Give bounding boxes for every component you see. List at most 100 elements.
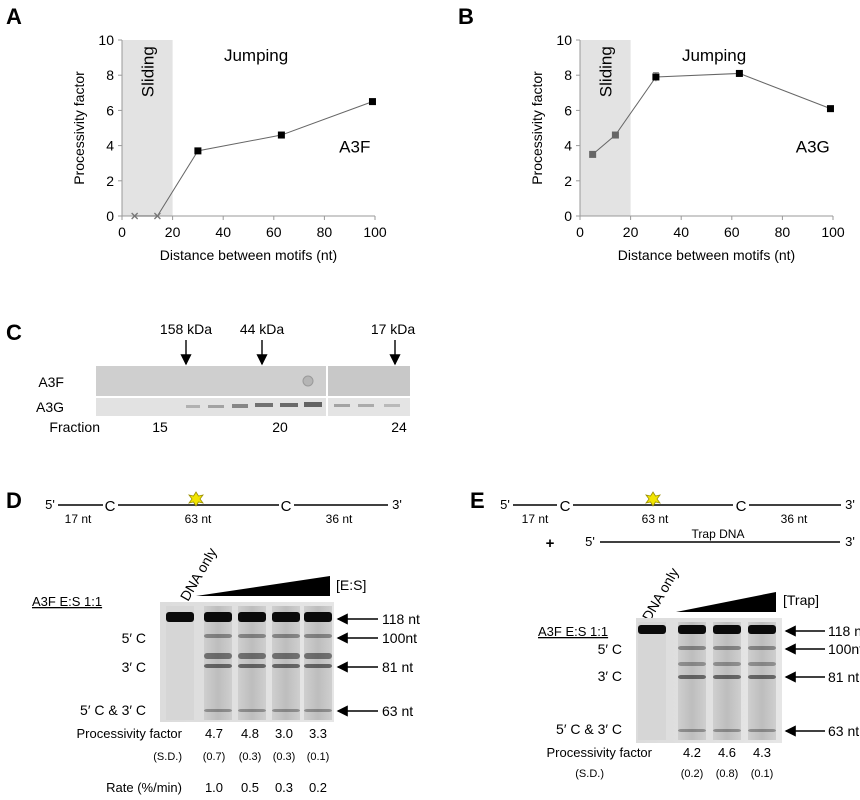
d-condition: A3F E:S 1:1	[32, 594, 102, 609]
e-seg-36: 36 nt	[781, 512, 808, 526]
marker-158kda: 158 kDa	[160, 321, 212, 337]
e-lane-1	[678, 622, 706, 740]
b-ytick-label: 2	[564, 173, 572, 189]
b-point-0	[589, 150, 597, 158]
b-xtick-label: 100	[821, 224, 845, 240]
a-point-4	[368, 98, 376, 106]
fraction-24: 24	[391, 419, 407, 435]
marker-17kda: 17 kDa	[371, 321, 416, 337]
b-xtick-label: 80	[775, 224, 791, 240]
b-ytick-label: 10	[556, 32, 572, 48]
e-pf-2: 4.6	[718, 745, 736, 760]
fraction-20: 20	[272, 419, 288, 435]
d-band	[204, 612, 232, 622]
a3g-bands	[186, 402, 400, 408]
b-xlabel: Distance between motifs (nt)	[618, 247, 795, 263]
e-left-5c: 5′ C	[598, 641, 622, 657]
d-rate-label: Rate (%/min)	[106, 780, 182, 795]
a-ytick-label: 10	[98, 32, 114, 48]
b-ytick-label: 6	[564, 102, 572, 118]
d-rate-2: 0.5	[241, 780, 259, 795]
d-band-100: 100nt	[382, 630, 417, 646]
b-xtick-label: 60	[724, 224, 740, 240]
d-pf-3: 3.0	[275, 726, 293, 741]
d-band	[204, 709, 232, 712]
e-c-right: C	[736, 498, 747, 515]
panel-d: 5' C C 3' 17 nt 63 nt 36 nt DNA only [E:…	[32, 491, 420, 795]
panel-letter-d: D	[6, 488, 22, 513]
e-values: 4.2 4.6 4.3 (0.2) (0.8) (0.1)	[681, 745, 774, 780]
e-band	[678, 729, 706, 732]
e-band	[713, 625, 741, 634]
e-lane-dna-only: DNA only	[639, 565, 682, 624]
d-band	[238, 612, 266, 622]
d-band	[304, 612, 332, 622]
a-ytick-label: 2	[106, 173, 114, 189]
d-sd-1: (0.7)	[203, 751, 226, 763]
d-seg-36: 36 nt	[326, 512, 353, 526]
e-band-100: 100nt	[828, 641, 860, 657]
d-rate-3: 0.3	[275, 780, 293, 795]
a-series-label: A3F	[339, 138, 370, 157]
a-point-3	[277, 131, 285, 139]
d-pf-2: 4.8	[241, 726, 259, 741]
d-sd-4: (0.1)	[307, 751, 330, 763]
d-c-left: C	[105, 498, 116, 515]
d-left-both: 5′ C & 3′ C	[80, 702, 146, 718]
d-left-5c: 5′ C	[122, 630, 146, 646]
d-wedge	[196, 576, 330, 596]
d-values: 4.7 4.8 3.0 3.3 (0.7) (0.3) (0.3) (0.1) …	[203, 726, 330, 795]
panel-letter-c: C	[6, 320, 22, 345]
e-left-both: 5′ C & 3′ C	[556, 721, 622, 737]
e-lane-3	[748, 622, 776, 740]
b-ytick-label: 4	[564, 138, 572, 154]
e-band	[678, 662, 706, 666]
a-point-1	[153, 212, 161, 220]
a-xlabel: Distance between motifs (nt)	[160, 247, 337, 263]
d-band	[204, 664, 232, 668]
d-band	[238, 664, 266, 668]
e-pf-1: 4.2	[683, 745, 701, 760]
e-sd-3: (0.1)	[751, 768, 774, 780]
d-band	[204, 653, 232, 659]
d-sd-label: (S.D.)	[153, 751, 182, 763]
blot-a3f-right	[328, 366, 410, 396]
b-sliding-label: Sliding	[596, 46, 615, 97]
a-xtick-label: 60	[266, 224, 282, 240]
d-3prime: 3'	[392, 497, 402, 512]
row-a3f: A3F	[38, 374, 64, 390]
a-point-2	[194, 147, 202, 155]
b-ytick-label: 8	[564, 67, 572, 83]
b-jumping-label: Jumping	[682, 46, 746, 65]
d-band	[272, 634, 300, 638]
d-c-right: C	[281, 498, 292, 515]
e-trap-3prime: 3'	[845, 534, 855, 549]
b-point-3	[735, 69, 743, 77]
d-band	[272, 612, 300, 622]
e-left-3c: 3′ C	[598, 668, 622, 684]
e-band	[713, 662, 741, 666]
d-lane-1	[204, 606, 232, 720]
d-band	[204, 634, 232, 638]
d-band	[304, 653, 332, 659]
d-band	[272, 664, 300, 668]
d-band	[304, 634, 332, 638]
d-band	[272, 709, 300, 712]
panel-letter-a: A	[6, 4, 22, 29]
d-band	[238, 709, 266, 712]
d-rate-1: 1.0	[205, 780, 223, 795]
e-c-left: C	[560, 498, 571, 515]
d-band	[166, 612, 194, 622]
d-seg-17: 17 nt	[65, 512, 92, 526]
d-lane-3	[272, 606, 300, 720]
e-pf-3: 4.3	[753, 745, 771, 760]
d-lane-4	[304, 606, 332, 720]
b-xtick-label: 40	[673, 224, 689, 240]
b-sliding-region	[580, 40, 631, 216]
e-condition: A3F E:S 1:1	[538, 624, 608, 639]
a-xtick-label: 40	[215, 224, 231, 240]
d-gel-lanes	[166, 606, 332, 720]
e-band	[713, 675, 741, 679]
e-plus: +	[546, 535, 555, 552]
